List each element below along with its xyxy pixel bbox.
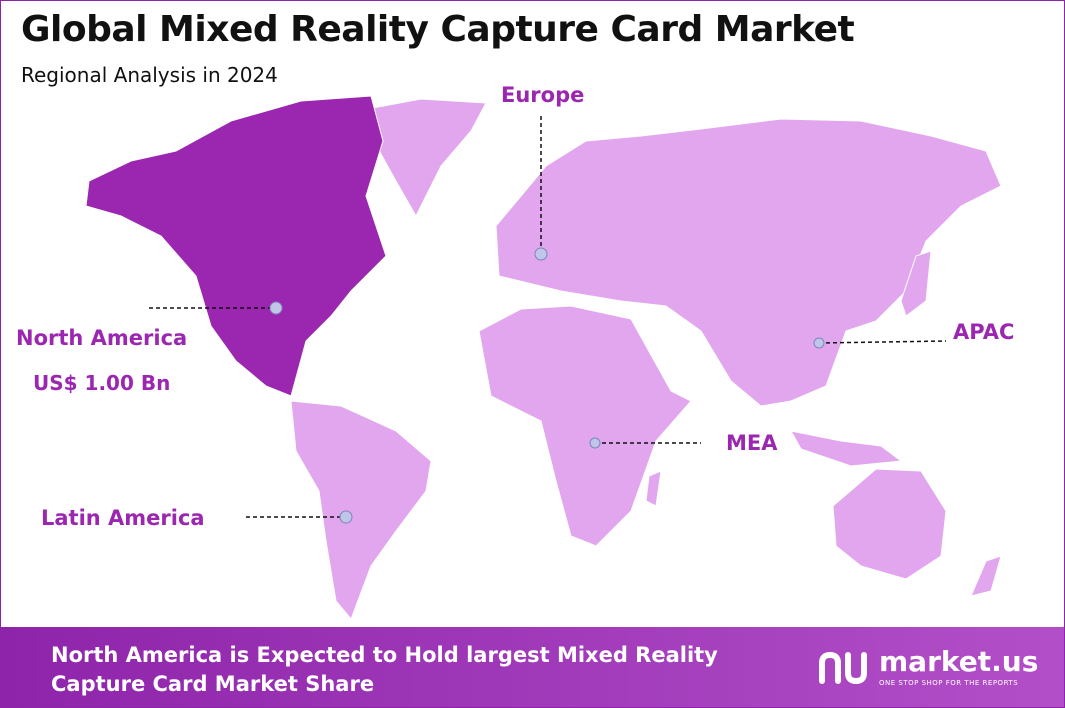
japan [900, 250, 932, 317]
marker [534, 247, 548, 261]
title: Global Mixed Reality Capture Card Market [21, 9, 855, 50]
region-label: APAC [953, 320, 1015, 344]
leader-apac [818, 340, 947, 344]
region-value: US$ 1.00 Bn [33, 371, 171, 395]
marker [589, 437, 601, 449]
region-label: Europe [501, 83, 585, 107]
region-label: North America [16, 326, 188, 350]
marker [269, 301, 283, 315]
markers [269, 247, 825, 524]
region-label: Latin America [41, 506, 205, 530]
new-zealand [970, 555, 1002, 597]
australia [832, 468, 947, 580]
africa [478, 305, 692, 547]
north-america-region [85, 95, 387, 397]
tagline: ONE STOP SHOP FOR THE REPORTS [879, 679, 1019, 687]
marker [339, 510, 353, 524]
region-label: MEA [726, 431, 778, 455]
madagascar [645, 470, 662, 507]
continents [290, 98, 1002, 620]
south-america [290, 400, 432, 620]
indonesia [790, 430, 903, 467]
subtitle: Regional Analysis in 2024 [21, 63, 278, 87]
footer: North America is Expected to Hold larges… [1, 627, 1064, 707]
brand-logo [819, 651, 867, 685]
leader-lines [149, 116, 947, 518]
brand: market.us [879, 645, 1039, 678]
world-map [85, 95, 1002, 620]
marker [813, 337, 825, 349]
eurasia [495, 118, 1002, 407]
footer-text: North America is Expected to Hold larges… [51, 643, 718, 696]
